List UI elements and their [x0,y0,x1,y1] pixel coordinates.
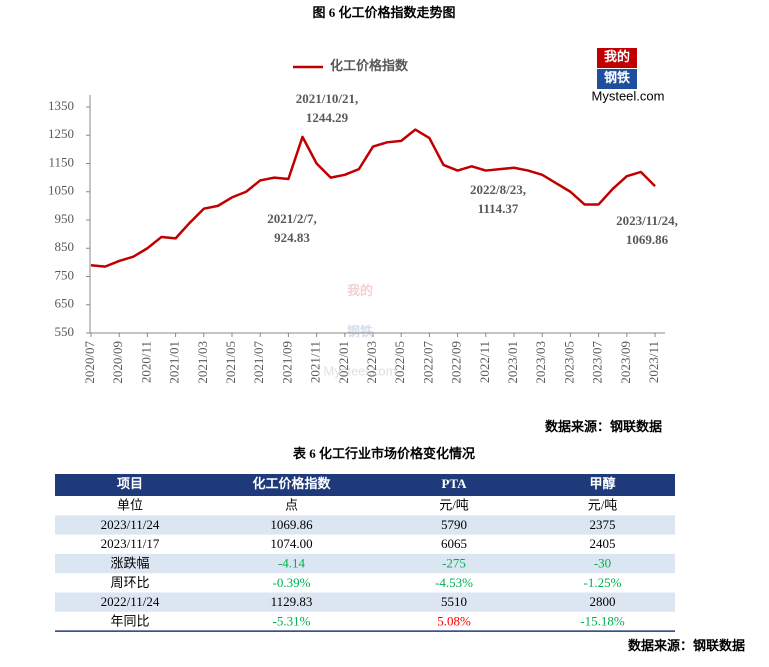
logo-bottom: 钢铁 [604,70,630,85]
x-tick-label: 2021/09 [279,341,294,384]
x-tick-label: 2022/05 [392,341,407,384]
watermark-bottom: 钢铁 [347,324,373,339]
table-header-cell: PTA [441,476,467,491]
watermark-brand: Mysteel.com [324,363,397,378]
table-cell: 2022/11/24 [101,594,160,609]
watermark-top: 我的 [347,283,373,298]
table-cell: -275 [442,556,466,571]
series-line [90,128,656,268]
y-tick-label: 950 [55,211,75,226]
y-tick-label: 650 [55,296,75,311]
table-header-cell: 甲醇 [589,476,615,491]
table-cell: 周环比 [110,575,149,590]
watermark: 我的 钢铁 Mysteel.com [324,283,397,378]
y-tick-label: 1250 [48,126,74,141]
logo: 我的 钢铁 Mysteel.com [592,48,665,103]
x-tick-label: 2023/01 [505,341,520,384]
table-cell: -4.53% [435,575,473,590]
annotation: 2021/2/7, [267,211,316,226]
table-cell: 5510 [441,594,467,609]
table-row-bg [55,592,675,612]
annotation: 2021/10/21, [296,91,358,106]
table-cell: 1069.86 [270,517,313,532]
x-tick-label: 2023/05 [561,341,576,384]
table-cell: 2405 [590,536,616,551]
table-cell: 6065 [441,536,467,551]
table-cell: 5.08% [437,613,471,628]
x-tick-label: 2023/11 [646,341,661,383]
annotation: 2023/11/24, [616,213,678,228]
table-header-bg [55,474,675,496]
table-cell: 年同比 [110,613,149,628]
x-tick-label: 2022/01 [336,341,351,384]
logo-box [597,48,637,68]
table-cell: 元/吨 [439,498,469,513]
table-cell: 2023/11/17 [101,536,160,551]
table-cell: 5790 [441,517,467,532]
table-header-cell: 项目 [117,476,143,491]
legend-label: 化工价格指数 [330,58,409,73]
chart-source: 数据来源：钢联数据 [545,419,662,434]
x-tick-label: 2021/11 [308,341,323,383]
table-cell: -5.31% [273,613,311,628]
x-tick-label: 2023/07 [590,341,605,384]
logo-top: 我的 [604,49,630,64]
y-tick-label: 1350 [48,98,74,113]
table-cell: 元/吨 [588,498,618,513]
x-tick-label: 2021/03 [195,341,210,384]
x-tick-label: 2021/07 [251,341,266,384]
y-tick-label: 550 [55,324,75,339]
logo-brand: Mysteel.com [592,88,665,103]
y-tick-label: 1050 [48,183,74,198]
table-row-bg [55,515,675,535]
table-cell: -0.39% [273,575,311,590]
table-cell: -1.25% [584,575,622,590]
x-tick-label: 2023/03 [533,341,548,384]
x-tick-label: 2022/09 [449,341,464,384]
chart-title: 图 6 化工价格指数走势图 [312,5,455,20]
table-cell: 涨跌幅 [110,556,149,571]
x-tick-label: 2020/11 [138,341,153,383]
table-header-cell: 化工价格指数 [252,476,331,491]
table-cell: -4.14 [278,556,306,571]
x-tick-label: 2022/07 [420,341,435,384]
table-cell: 点 [285,498,298,513]
x-tick-label: 2021/05 [223,341,238,384]
table-cell: 1129.83 [271,594,313,609]
logo-box [597,69,637,89]
table-source: 数据来源：钢联数据 [628,638,745,653]
x-tick-label: 2020/09 [110,341,125,384]
x-tick-label: 2021/01 [167,341,182,384]
x-tick-label: 2020/07 [82,341,97,384]
table-cell: 单位 [117,498,143,513]
annotation: 924.83 [274,230,310,245]
table-cell: 2023/11/24 [101,517,160,532]
annotation: 1069.86 [626,232,669,247]
annotation: 2022/8/23, [470,182,526,197]
x-tick-label: 2022/11 [477,341,492,383]
table-cell: 2375 [590,517,616,532]
y-tick-label: 850 [55,239,75,254]
x-tick-label: 2023/09 [618,341,633,384]
y-tick-label: 1150 [48,154,74,169]
annotation: 1244.29 [306,110,349,125]
annotation: 1114.37 [478,201,519,216]
y-tick-label: 750 [55,267,75,282]
x-tick-label: 2022/03 [364,341,379,384]
table-cell: -15.18% [580,613,625,628]
table-cell: 2800 [590,594,616,609]
table-row-bg [55,553,675,574]
table-cell: -30 [594,556,611,571]
table-cell: 1074.00 [270,536,312,551]
table-title: 表 6 化工行业市场价格变化情况 [292,446,475,461]
